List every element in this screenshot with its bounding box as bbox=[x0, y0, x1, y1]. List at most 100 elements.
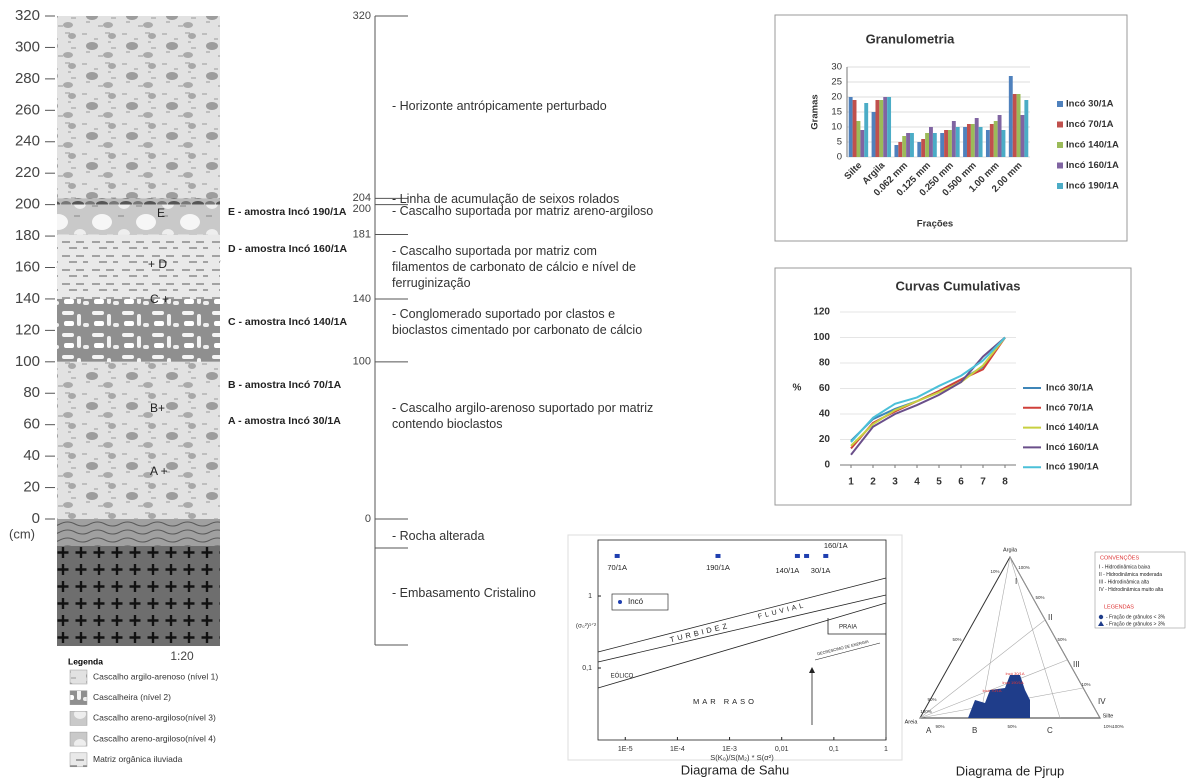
sample-marker: C + bbox=[150, 292, 169, 306]
x-tick-label: 4 bbox=[914, 477, 920, 488]
layer-description: - Cascalho argilo-arenoso suportado por … bbox=[392, 400, 657, 432]
profile-tick-label: 0 bbox=[365, 513, 371, 525]
profile-tick-label: 320 bbox=[353, 10, 371, 22]
point bbox=[804, 554, 809, 558]
unit: (cm) bbox=[9, 526, 35, 541]
zone-label: III bbox=[1073, 660, 1080, 669]
legend-label: Incó 140/1A bbox=[1046, 422, 1099, 433]
scale: 1:20 bbox=[170, 649, 194, 663]
y-tick-label: 200 bbox=[15, 196, 40, 213]
x-tick-label: 0,01 bbox=[775, 746, 789, 753]
sample-label: Incó 190/1A bbox=[1002, 680, 1024, 685]
y-tick-label: 120 bbox=[15, 321, 40, 338]
legend-swatch bbox=[70, 732, 87, 746]
x-tick-label: 2 bbox=[870, 477, 876, 488]
bar bbox=[944, 130, 948, 157]
legend-label: Incó 160/1A bbox=[1066, 160, 1119, 171]
percent-label: 100% bbox=[1112, 724, 1124, 729]
stratum bbox=[57, 16, 220, 198]
legend-item: - Fração de grânulos < 3% bbox=[1106, 614, 1166, 620]
canvas: 0204060801001201401601802002202402602803… bbox=[0, 0, 1189, 781]
bar bbox=[1021, 115, 1025, 157]
y-tick-label: 0 bbox=[824, 460, 830, 471]
zone-label: I bbox=[1015, 577, 1017, 586]
sample-label: C - amostra Incó 140/1A bbox=[228, 316, 347, 328]
zone-label: II bbox=[1048, 613, 1052, 622]
bar bbox=[956, 127, 960, 157]
x-axis-label: S(K₀)/S(M₂) * S(σ²) bbox=[710, 753, 774, 762]
stratum bbox=[57, 362, 220, 519]
bar bbox=[856, 121, 860, 157]
bar bbox=[1017, 94, 1021, 157]
legend-label: Incó 30/1A bbox=[1046, 383, 1094, 394]
x-tick-label: 1 bbox=[848, 477, 854, 488]
profile-tick-label: 181 bbox=[353, 228, 371, 240]
region-label: EÓLICO bbox=[611, 673, 634, 680]
legend-item: Cascalheira (nível 2) bbox=[93, 692, 171, 702]
bar bbox=[879, 100, 883, 157]
stratum bbox=[57, 234, 220, 298]
bar bbox=[929, 127, 933, 157]
y-axis-label: % bbox=[793, 383, 802, 394]
legend-item: Cascalho areno-argiloso(nível 3) bbox=[93, 713, 216, 723]
legend-label: Incó 160/1A bbox=[1046, 442, 1099, 453]
legend-item: - Fração de grânulos > 3% bbox=[1106, 621, 1166, 627]
sample-marker: B+ bbox=[150, 401, 165, 415]
chart-title: Diagrama de Sahu bbox=[681, 762, 789, 777]
layer-description: - Conglomerado suportado por clastos e b… bbox=[392, 306, 657, 338]
field-label: C bbox=[1047, 726, 1053, 735]
y-tick-label: 0 bbox=[32, 510, 40, 527]
y-tick-label: 0 bbox=[837, 152, 842, 163]
point bbox=[823, 554, 828, 558]
layer-description: - Embasamento Cristalino bbox=[392, 585, 657, 601]
legend-swatch bbox=[1057, 183, 1063, 189]
stratum bbox=[57, 299, 220, 362]
legend-label: Incó 140/1A bbox=[1066, 140, 1119, 151]
region-label: PRAIA bbox=[839, 625, 857, 631]
bar bbox=[921, 139, 925, 157]
y-tick-label: 5 bbox=[837, 137, 842, 148]
y-tick-label: 140 bbox=[15, 290, 40, 307]
profile-tick-label: 200 bbox=[353, 203, 371, 215]
percent-label: 50% bbox=[952, 637, 961, 642]
percent-label: 90% bbox=[927, 697, 936, 702]
bar bbox=[1024, 100, 1028, 157]
y-tick-label: 30 bbox=[831, 62, 842, 73]
bar bbox=[1002, 130, 1006, 157]
x-tick-label: 1E-3 bbox=[722, 746, 737, 753]
y-tick-label: 80 bbox=[819, 358, 831, 369]
percent-label: 50% bbox=[1035, 595, 1044, 600]
y-tick-label: 15 bbox=[831, 107, 842, 118]
y-tick-label: 220 bbox=[15, 164, 40, 181]
region-label: TURBIDEZ bbox=[669, 621, 731, 645]
percent-label: 50% bbox=[1057, 637, 1066, 642]
legend-item: Cascalho argilo-arenoso (nível 1) bbox=[93, 671, 218, 681]
x-tick-label: 8 bbox=[1002, 477, 1008, 488]
legend-swatch bbox=[70, 670, 87, 684]
chart-title: Curvas Cumulativas bbox=[896, 278, 1021, 293]
point-label: 70/1A bbox=[607, 563, 627, 572]
y-tick-label: 100 bbox=[15, 353, 40, 370]
y-tick-label: 160 bbox=[15, 258, 40, 275]
legend-title: Legenda bbox=[68, 656, 103, 666]
figure: 0204060801001201401601802002202402602803… bbox=[0, 0, 1189, 781]
x-tick-label: 0,1 bbox=[829, 746, 839, 753]
vertex-label: Argila bbox=[1003, 547, 1018, 553]
bar bbox=[967, 124, 971, 157]
zone-label: IV bbox=[1098, 697, 1106, 706]
percent-label: 10% bbox=[990, 569, 999, 574]
y-tick-label: 25 bbox=[831, 77, 842, 88]
profile-tick-label: 140 bbox=[353, 293, 371, 305]
y-tick-label: 320 bbox=[15, 7, 40, 24]
x-tick-label: 1E-5 bbox=[618, 746, 633, 753]
sample-label: Incó 70/1A bbox=[982, 688, 1001, 693]
bar bbox=[872, 112, 876, 157]
bar bbox=[940, 133, 944, 157]
bar bbox=[933, 133, 937, 157]
bar bbox=[990, 124, 994, 157]
region-label: MAR RASO bbox=[693, 697, 757, 706]
bar bbox=[898, 142, 902, 157]
vertex-label: Areia bbox=[905, 719, 919, 725]
bar bbox=[998, 115, 1002, 157]
bar bbox=[849, 97, 853, 157]
